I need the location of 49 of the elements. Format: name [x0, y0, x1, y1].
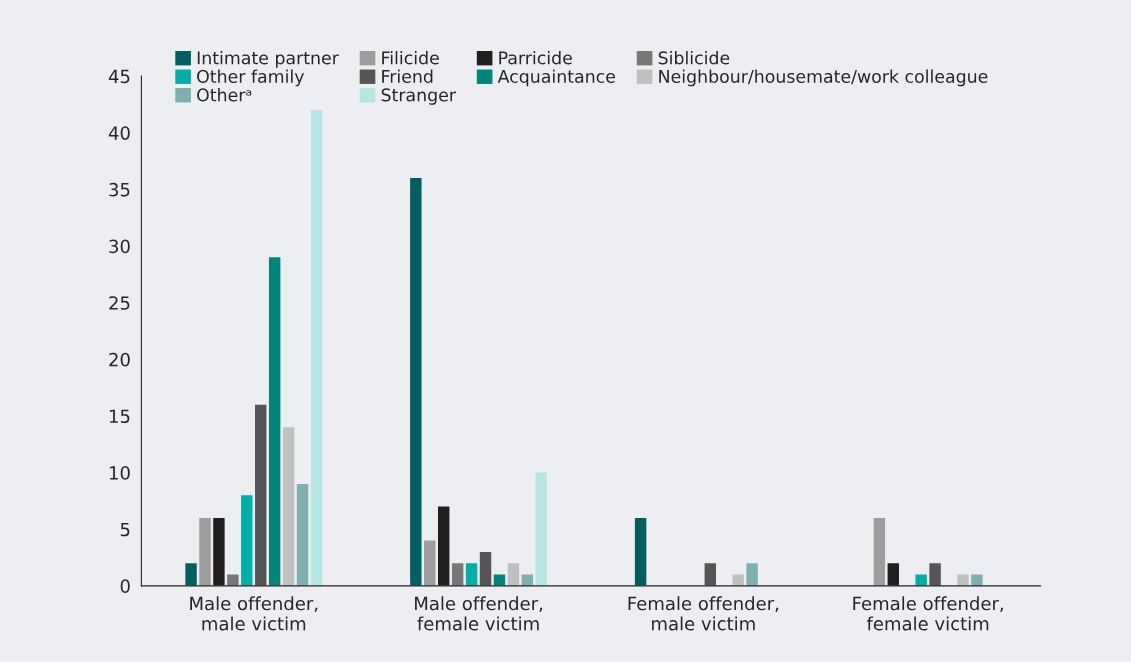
bar — [424, 540, 436, 586]
bar — [929, 563, 941, 586]
legend-label: Otherᵃ — [197, 88, 252, 102]
bar — [241, 495, 253, 586]
legend-label: Parricide — [499, 50, 572, 65]
bar — [957, 574, 969, 586]
bar — [185, 563, 197, 586]
y-tick-label: 40 — [108, 126, 130, 140]
bar — [746, 563, 758, 586]
legend-label: Filicide — [382, 50, 439, 65]
y-tick-label: 0 — [120, 579, 130, 593]
bar — [227, 574, 239, 586]
y-tick-label: 25 — [109, 296, 130, 310]
legend-label: Acquaintance — [497, 69, 615, 87]
x-tick-label: Male offender, female victim — [415, 596, 543, 631]
bar — [310, 110, 323, 586]
bar — [199, 517, 211, 586]
bar — [535, 472, 547, 586]
legend-label: Other family — [197, 69, 305, 87]
legend-label: Siblicide — [658, 50, 730, 65]
legend-label: Neighbour/housemate/work colleague — [659, 69, 988, 87]
bar — [873, 517, 886, 586]
legend-label: Intimate partner — [197, 50, 339, 68]
bar — [296, 483, 309, 586]
y-tick-label: 30 — [109, 239, 130, 254]
y-tick-label: 20 — [109, 352, 130, 367]
y-tick-label: 5 — [120, 522, 130, 537]
x-tick-label: Female offender, male victim — [628, 596, 779, 631]
bar — [971, 574, 983, 586]
bar — [634, 517, 647, 586]
bar — [451, 563, 464, 586]
x-tick-label: Male offender, male victim — [190, 596, 318, 631]
legend-label: Stranger — [381, 88, 456, 105]
y-tick-label: 15 — [109, 409, 130, 424]
bar — [255, 404, 267, 586]
y-tick-label: 35 — [109, 182, 130, 197]
bar — [732, 574, 744, 586]
bar — [915, 574, 927, 586]
x-tick-label: Female offender, female victim — [853, 596, 1003, 631]
bar — [507, 563, 520, 586]
bar — [410, 178, 422, 586]
bar — [268, 257, 281, 586]
bar — [704, 563, 717, 586]
bar — [479, 551, 492, 586]
y-tick-label: 10 — [109, 466, 130, 480]
bar — [465, 563, 478, 586]
bar — [282, 427, 295, 586]
y-tick-label: 45 — [108, 69, 130, 84]
legend-label: Friend — [382, 69, 433, 83]
